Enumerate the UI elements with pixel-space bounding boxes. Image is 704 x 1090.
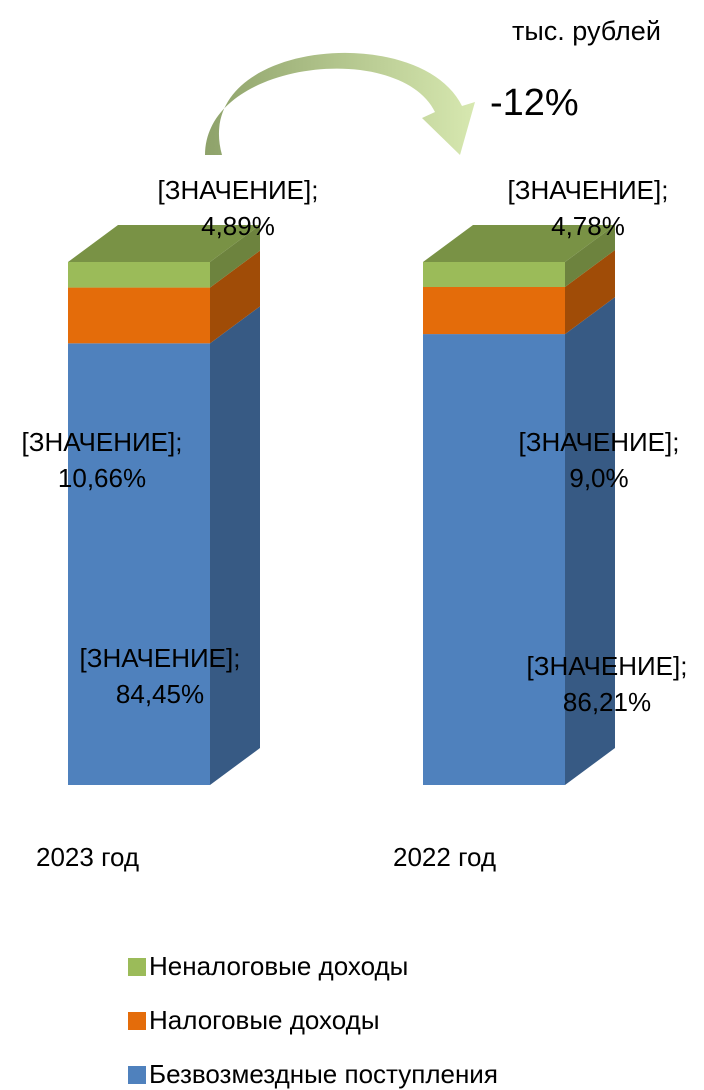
bar-front: [423, 334, 565, 785]
data-label: [ЗНАЧЕНИЕ]; 86,21%: [526, 651, 688, 717]
unit-label: тыс. рублей: [512, 16, 661, 46]
data-label: [ЗНАЧЕНИЕ]; 10,66%: [21, 427, 183, 493]
bar-front: [68, 343, 210, 785]
x-tick-label: 2023 год: [36, 842, 140, 872]
legend-swatch: [128, 958, 146, 976]
bar-front: [68, 287, 210, 344]
legend-label: Налоговые доходы: [149, 1005, 380, 1035]
bar-side: [565, 225, 615, 288]
legend-swatch: [128, 1012, 146, 1030]
legend-swatch: [128, 1066, 146, 1084]
bar-side: [565, 250, 615, 335]
bar-front: [423, 287, 565, 335]
bar-side: [210, 250, 260, 344]
data-label: [ЗНАЧЕНИЕ]; 84,45%: [79, 643, 241, 709]
bar-front: [68, 262, 210, 288]
bar-side: [210, 306, 260, 785]
data-label: [ЗНАЧЕНИЕ]; 4,78%: [507, 175, 669, 241]
bar-side: [565, 297, 615, 785]
x-tick-label: 2022 год: [393, 842, 497, 872]
legend-label: Безвозмездные поступления: [149, 1059, 498, 1089]
bar-top: [68, 225, 260, 262]
data-label: [ЗНАЧЕНИЕ]; 4,89%: [157, 175, 319, 241]
data-label: [ЗНАЧЕНИЕ]; 9,0%: [518, 427, 680, 493]
bar-top: [423, 225, 615, 262]
change-annotation: -12%: [490, 82, 579, 124]
bar-side: [210, 225, 260, 288]
legend-label: Неналоговые доходы: [149, 951, 409, 981]
bar-front: [423, 262, 565, 288]
change-arrow: [205, 52, 475, 156]
